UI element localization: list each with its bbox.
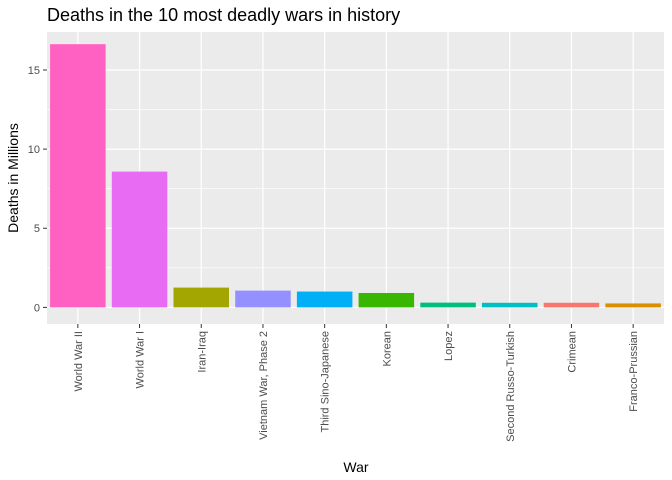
y-tick-label: 15 (28, 65, 40, 77)
chart-title: Deaths in the 10 most deadly wars in his… (47, 5, 400, 25)
x-tick-label: World War II (73, 331, 85, 392)
bar (605, 303, 661, 308)
x-axis-title: War (343, 459, 368, 475)
x-tick-label: Vietnam War, Phase 2 (258, 331, 270, 440)
bar (481, 302, 538, 308)
x-tick-label: World War I (135, 331, 147, 388)
x-tick-label: Crimean (566, 331, 578, 373)
y-tick-label: 10 (28, 144, 40, 156)
x-tick-label: Korean (381, 331, 393, 366)
x-tick-label: Franco-Prussian (628, 331, 640, 412)
y-axis: 0 5 10 15 (28, 65, 47, 314)
bar (358, 292, 415, 308)
bars (50, 44, 661, 308)
y-axis-title: Deaths in Millions (5, 123, 21, 233)
y-tick-label: 0 (34, 302, 40, 314)
bar (235, 290, 291, 308)
bar (543, 302, 600, 308)
x-tick-label: Lopez (443, 331, 455, 361)
y-tick-label: 5 (34, 223, 40, 235)
x-tick-label: Second Russo-Turkish (505, 331, 517, 442)
x-tick-label: Iran-Iraq (196, 331, 208, 373)
bar (420, 302, 476, 308)
bar (50, 44, 106, 308)
bar (173, 287, 230, 308)
bar (111, 171, 168, 308)
bar (296, 291, 353, 308)
x-axis: World War II World War I Iran-Iraq Vietnam … (73, 324, 640, 442)
x-tick-label: Third Sino-Japanese (320, 331, 332, 433)
